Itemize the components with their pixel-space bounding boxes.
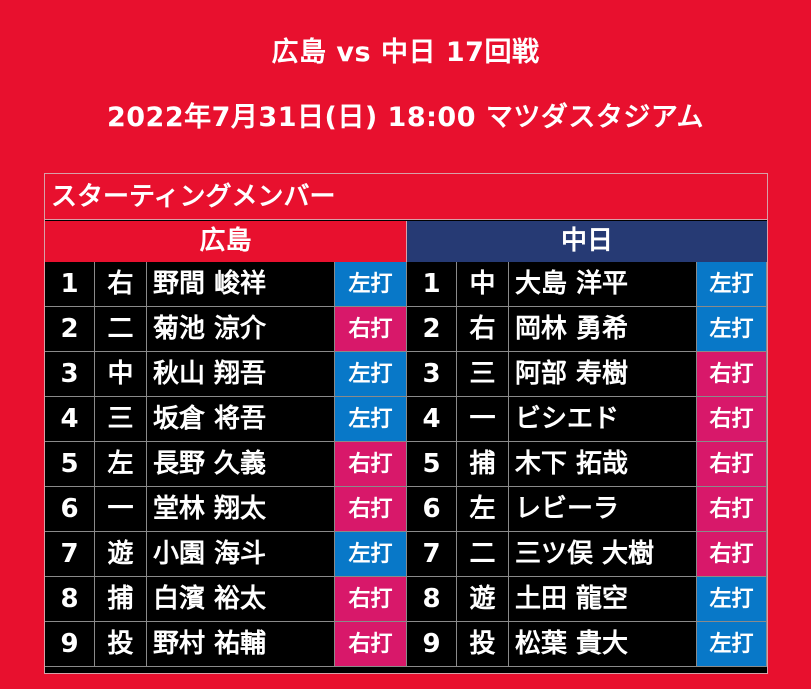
batting-order: 5 [45, 442, 95, 487]
batting-order: 2 [45, 307, 95, 352]
player-name: 木下 拓哉 [509, 442, 697, 487]
batting-order: 1 [45, 262, 95, 307]
position: 中 [457, 262, 509, 307]
position: 右 [95, 262, 147, 307]
batting-side-badge: 右打 [335, 307, 407, 352]
position: 投 [457, 622, 509, 667]
player-name: ビシエド [509, 397, 697, 442]
batting-order: 9 [45, 622, 95, 667]
batting-order: 9 [407, 622, 457, 667]
match-date-venue: 2022年7月31日(日) 18:00 マツダスタジアム [106, 102, 705, 133]
batting-order: 5 [407, 442, 457, 487]
player-name: 岡林 勇希 [509, 307, 697, 352]
batting-side-badge: 右打 [335, 487, 407, 532]
position: 中 [95, 352, 147, 397]
lineup-panel: スターティングメンバー 広島 中日 1 右野間 峻祥 左打 2 二菊池 涼介 右打 3 中秋山… [44, 173, 768, 674]
lineup-row: 9 投松葉 貴大 左打 [407, 622, 769, 667]
player-name: 小園 海斗 [147, 532, 335, 577]
player-name: 長野 久義 [147, 442, 335, 487]
batting-order: 4 [407, 397, 457, 442]
position: 捕 [457, 442, 509, 487]
batting-order: 1 [407, 262, 457, 307]
batting-side-badge: 左打 [697, 622, 767, 667]
lineup-row: 9 投野村 祐輔 右打 [45, 622, 407, 667]
player-name: 秋山 翔吾 [147, 352, 335, 397]
match-title: 広島 vs 中日 17回戦 [271, 37, 540, 68]
player-name: 坂倉 将吾 [147, 397, 335, 442]
lineup-row: 6 左レビーラ 右打 [407, 487, 769, 532]
batting-order: 6 [45, 487, 95, 532]
batting-order: 2 [407, 307, 457, 352]
batting-side-badge: 左打 [335, 532, 407, 577]
lineup-row: 4 一ビシエド 右打 [407, 397, 769, 442]
batting-side-badge: 左打 [335, 262, 407, 307]
player-name: 堂林 翔太 [147, 487, 335, 532]
batting-order: 6 [407, 487, 457, 532]
batting-order: 3 [45, 352, 95, 397]
position: 二 [457, 532, 509, 577]
position: 遊 [95, 532, 147, 577]
lineup-row: 2 二菊池 涼介 右打 [45, 307, 407, 352]
position: 左 [457, 487, 509, 532]
player-name: 阿部 寿樹 [509, 352, 697, 397]
player-name: 土田 龍空 [509, 577, 697, 622]
player-name: 松葉 貴大 [509, 622, 697, 667]
player-name: 大島 洋平 [509, 262, 697, 307]
lineup-row: 8 捕白濱 裕太 右打 [45, 577, 407, 622]
player-name: 三ツ俣 大樹 [509, 532, 697, 577]
position: 遊 [457, 577, 509, 622]
lineup-row: 3 三阿部 寿樹 右打 [407, 352, 769, 397]
batting-side-badge: 右打 [697, 397, 767, 442]
lineup-row: 3 中秋山 翔吾 左打 [45, 352, 407, 397]
lineup-row: 7 遊小園 海斗 左打 [45, 532, 407, 577]
player-name: 野間 峻祥 [147, 262, 335, 307]
lineup-row: 7 二三ツ俣 大樹 右打 [407, 532, 769, 577]
lineup-row: 5 捕木下 拓哉 右打 [407, 442, 769, 487]
batting-order: 4 [45, 397, 95, 442]
batting-order: 3 [407, 352, 457, 397]
batting-side-badge: 左打 [697, 307, 767, 352]
lineup-row: 4 三坂倉 将吾 左打 [45, 397, 407, 442]
player-name: 白濱 裕太 [147, 577, 335, 622]
batting-side-badge: 右打 [335, 442, 407, 487]
position: 二 [95, 307, 147, 352]
section-title: スターティングメンバー [45, 174, 767, 220]
position: 一 [457, 397, 509, 442]
player-name: レビーラ [509, 487, 697, 532]
batting-order: 8 [407, 577, 457, 622]
batting-order: 7 [45, 532, 95, 577]
batting-side-badge: 右打 [697, 442, 767, 487]
position: 三 [457, 352, 509, 397]
batting-side-badge: 右打 [697, 532, 767, 577]
batting-side-badge: 左打 [697, 577, 767, 622]
home-team-header: 広島 [45, 221, 407, 262]
batting-side-badge: 左打 [335, 397, 407, 442]
position: 右 [457, 307, 509, 352]
player-name: 野村 祐輔 [147, 622, 335, 667]
batting-side-badge: 左打 [335, 352, 407, 397]
batting-side-badge: 右打 [697, 352, 767, 397]
position: 左 [95, 442, 147, 487]
lineup-row: 6 一堂林 翔太 右打 [45, 487, 407, 532]
batting-side-badge: 右打 [335, 577, 407, 622]
away-team-header: 中日 [407, 221, 767, 262]
position: 一 [95, 487, 147, 532]
position: 三 [95, 397, 147, 442]
position: 捕 [95, 577, 147, 622]
batting-side-badge: 右打 [697, 487, 767, 532]
lineup-row: 1 中大島 洋平 左打 [407, 262, 769, 307]
lineup-row: 8 遊土田 龍空 左打 [407, 577, 769, 622]
batting-order: 8 [45, 577, 95, 622]
player-name: 菊池 涼介 [147, 307, 335, 352]
lineup-row: 2 右岡林 勇希 左打 [407, 307, 769, 352]
batting-side-badge: 右打 [335, 622, 407, 667]
lineup-row: 5 左長野 久義 右打 [45, 442, 407, 487]
batting-side-badge: 左打 [697, 262, 767, 307]
lineup-row: 1 右野間 峻祥 左打 [45, 262, 407, 307]
batting-order: 7 [407, 532, 457, 577]
position: 投 [95, 622, 147, 667]
